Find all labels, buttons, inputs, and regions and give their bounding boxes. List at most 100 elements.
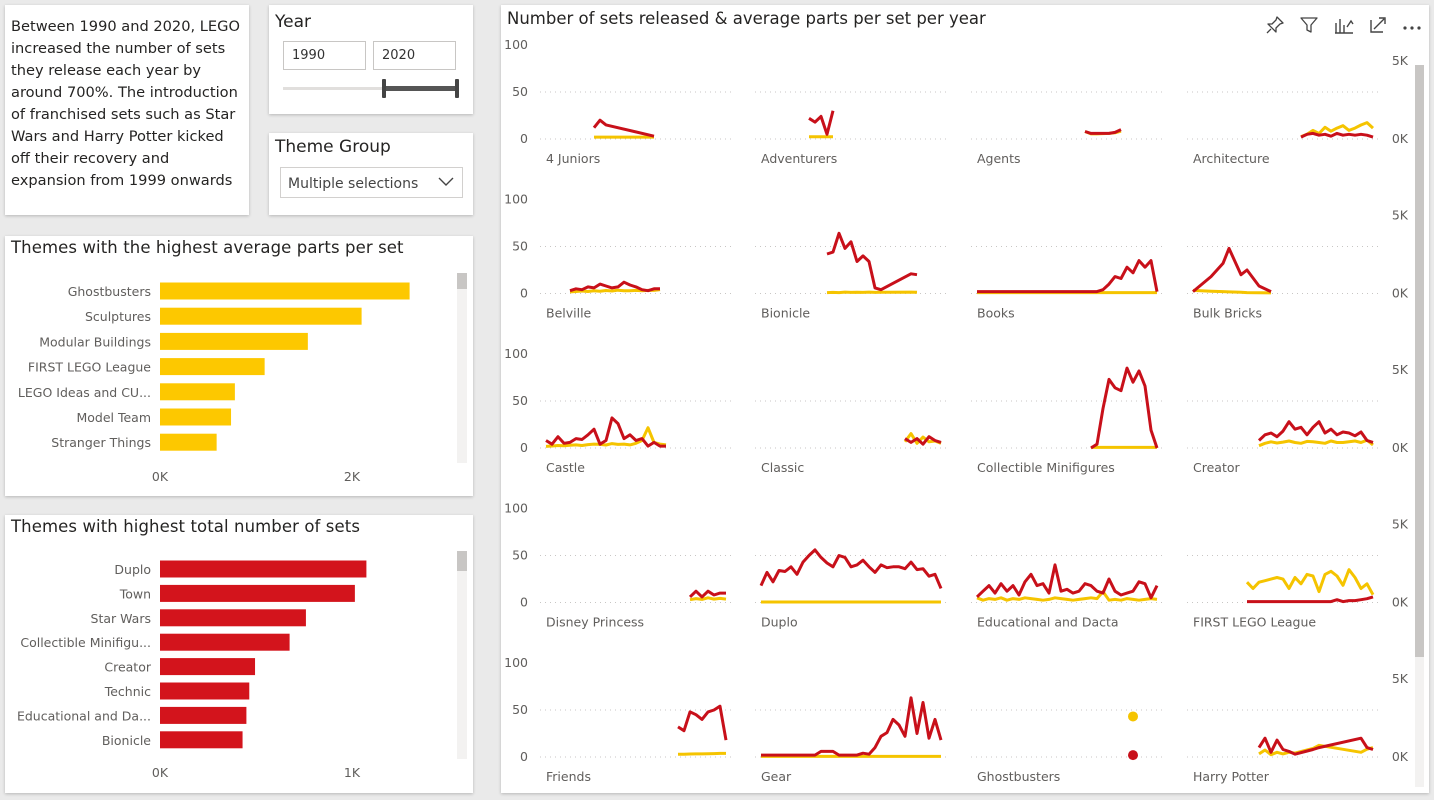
bar-category-label: Bionicle — [102, 733, 151, 748]
bar[interactable] — [160, 408, 232, 426]
bar[interactable] — [160, 682, 250, 700]
chevron-down-icon[interactable] — [438, 177, 454, 187]
sets-line[interactable] — [677, 704, 728, 741]
visual-options-icon[interactable] — [1333, 15, 1355, 35]
bar[interactable] — [160, 658, 256, 676]
bar[interactable] — [160, 383, 235, 401]
y-left-tick-label: 0 — [520, 440, 528, 455]
total-sets-scroll-thumb[interactable] — [457, 551, 467, 571]
panel-title: Harry Potter — [1193, 769, 1270, 784]
parts-line[interactable] — [678, 751, 726, 756]
parts-line[interactable] — [976, 590, 1158, 602]
filter-icon[interactable] — [1299, 15, 1319, 35]
sets-line[interactable] — [1257, 736, 1374, 756]
sets-line[interactable] — [1192, 246, 1272, 293]
y-right-tick-label: 5K — [1392, 208, 1409, 223]
sets-point[interactable] — [1128, 750, 1138, 761]
sets-line[interactable] — [761, 696, 943, 757]
y-left-tick-label: 100 — [504, 501, 528, 516]
theme-group-dropdown[interactable]: Multiple selections — [280, 167, 463, 198]
sets-line[interactable] — [1257, 420, 1374, 444]
bar-category-label: Technic — [104, 684, 151, 699]
bar-category-label: Duplo — [114, 562, 151, 577]
y-right-tick-label: 0K — [1392, 131, 1409, 146]
avg-parts-bar-chart[interactable]: Themes with the highest average parts pe… — [5, 236, 473, 496]
y-left-tick-label: 50 — [512, 393, 528, 408]
year-end-input[interactable]: 2020 — [373, 41, 456, 70]
sets-line[interactable] — [759, 548, 943, 589]
sets-line[interactable] — [975, 563, 1159, 600]
panel-title: FIRST LEGO League — [1193, 615, 1316, 630]
sets-line[interactable] — [977, 259, 1159, 294]
panel-title: Adventurers — [761, 151, 837, 166]
bar[interactable] — [160, 433, 217, 451]
bar[interactable] — [160, 332, 308, 350]
panel-title: Bulk Bricks — [1193, 306, 1262, 321]
bar[interactable] — [160, 307, 362, 325]
parts-line[interactable] — [1258, 438, 1374, 448]
panel-title: Agents — [977, 151, 1021, 166]
sets-line[interactable] — [1084, 128, 1122, 135]
year-slicer[interactable]: Year 1990 2020 — [269, 5, 473, 114]
sets-line[interactable] — [826, 231, 918, 292]
bar[interactable] — [160, 633, 290, 651]
bar[interactable] — [160, 731, 243, 749]
sets-line[interactable] — [1300, 131, 1374, 139]
bar[interactable] — [160, 609, 306, 627]
avg-parts-scroll-thumb[interactable] — [457, 273, 467, 289]
year-slider-end-handle[interactable] — [455, 79, 459, 98]
sets-line[interactable] — [688, 589, 726, 599]
parts-line[interactable] — [1192, 288, 1272, 295]
theme-group-slicer[interactable]: Theme Group Multiple selections — [269, 133, 473, 215]
y-left-tick-label: 100 — [504, 192, 528, 207]
panel-title: Architecture — [1193, 151, 1270, 166]
sets-line[interactable] — [592, 118, 655, 138]
sets-line[interactable] — [808, 110, 835, 136]
bar-category-label: FIRST LEGO League — [28, 360, 151, 375]
panel-title: Duplo — [761, 615, 798, 630]
more-options-icon[interactable] — [1401, 15, 1423, 35]
theme-group-title: Theme Group — [275, 137, 391, 157]
parts-line[interactable] — [1245, 568, 1375, 596]
small-multiples-scroll-thumb[interactable] — [1415, 65, 1424, 657]
panel-title: Belville — [546, 306, 592, 321]
avg-parts-scrollbar[interactable] — [457, 273, 467, 463]
year-slider-track[interactable] — [283, 87, 458, 90]
sets-line[interactable] — [1247, 595, 1374, 604]
sets-line[interactable] — [569, 280, 660, 293]
bar-category-label: Town — [119, 586, 151, 601]
small-multiples-scrollbar[interactable] — [1415, 65, 1424, 787]
bar-category-label: Educational and Da... — [17, 708, 151, 723]
panel-title: Creator — [1193, 460, 1240, 475]
parts-line[interactable] — [1300, 121, 1375, 139]
parts-line[interactable] — [689, 596, 727, 602]
parts-point[interactable] — [1128, 711, 1138, 722]
parts-line[interactable] — [545, 426, 667, 448]
sets-line[interactable] — [1090, 366, 1159, 450]
bar[interactable] — [160, 560, 367, 578]
sets-line[interactable] — [904, 435, 942, 446]
bar-category-label: Star Wars — [91, 611, 151, 626]
year-slider-start-handle[interactable] — [382, 79, 386, 98]
small-multiples-line-chart[interactable]: Number of sets released & average parts … — [501, 5, 1429, 793]
focus-mode-icon[interactable] — [1368, 15, 1388, 35]
pin-icon[interactable] — [1265, 15, 1285, 35]
total-sets-scrollbar[interactable] — [457, 551, 467, 759]
y-left-tick-label: 50 — [512, 84, 528, 99]
bar[interactable] — [160, 358, 265, 376]
year-start-input[interactable]: 1990 — [283, 41, 366, 70]
bar-category-label: Sculptures — [85, 309, 151, 324]
total-sets-chart-title: Themes with highest total number of sets — [11, 517, 361, 536]
bar-category-label: Ghostbusters — [68, 284, 151, 299]
bar[interactable] — [160, 706, 247, 724]
y-left-tick-label: 100 — [504, 655, 528, 670]
panel-title: Books — [977, 306, 1015, 321]
y-right-tick-label: 0K — [1392, 286, 1409, 301]
parts-line[interactable] — [826, 290, 918, 295]
y-left-tick-label: 0 — [520, 286, 528, 301]
total-sets-bar-chart[interactable]: Themes with highest total number of sets… — [5, 515, 473, 793]
bar[interactable] — [160, 282, 410, 300]
bar[interactable] — [160, 584, 355, 602]
year-slider-range — [383, 86, 458, 91]
sets-line[interactable] — [545, 416, 666, 448]
